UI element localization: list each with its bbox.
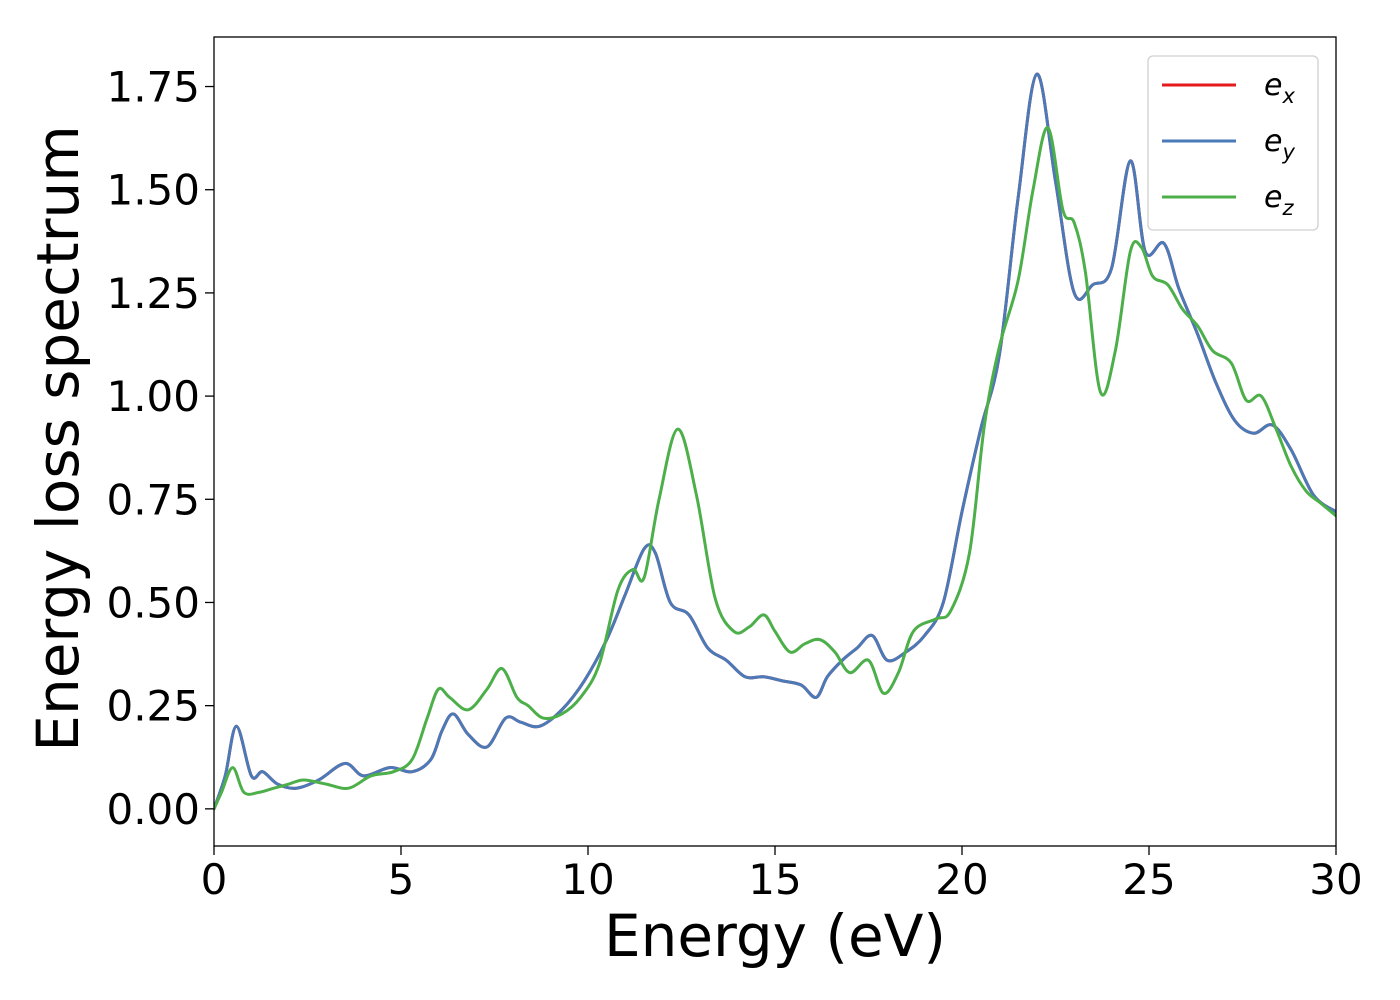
x-axis-ticks: 0 5 10 15 20 25 30 xyxy=(201,846,1363,904)
series-line-ey xyxy=(214,72,1336,811)
y-tick-label: 1.75 xyxy=(106,63,200,112)
y-tick-label: 0.75 xyxy=(106,475,200,524)
x-tick-label: 15 xyxy=(748,855,801,904)
legend-label-ey: ey xyxy=(1264,124,1295,164)
x-tick-label: 10 xyxy=(561,855,614,904)
y-tick-label: 1.25 xyxy=(106,269,200,318)
legend-box xyxy=(1147,55,1319,231)
y-tick-label: 1.50 xyxy=(106,166,200,215)
x-tick-label: 0 xyxy=(201,855,228,904)
y-tick-label: 0.50 xyxy=(106,578,200,627)
legend: ex ey ez xyxy=(1147,55,1319,231)
x-tick-label: 30 xyxy=(1309,855,1362,904)
y-axis-label: Energy loss spectrum xyxy=(24,125,92,751)
x-tick-label: 25 xyxy=(1122,855,1175,904)
y-axis-ticks: 0.00 0.25 0.50 0.75 1.00 1.25 1.50 1.75 xyxy=(106,63,214,834)
legend-label-ex: ex xyxy=(1264,68,1295,108)
series-layer xyxy=(214,72,1336,811)
series-line-ez xyxy=(214,126,1336,811)
y-tick-label: 1.00 xyxy=(106,372,200,421)
y-tick-label: 0.25 xyxy=(106,682,200,731)
y-tick-label: 0.00 xyxy=(106,785,200,834)
x-axis-label: Energy (eV) xyxy=(604,902,946,970)
x-tick-label: 20 xyxy=(935,855,988,904)
legend-label-ez: ez xyxy=(1264,180,1294,220)
x-tick-label: 5 xyxy=(388,855,415,904)
